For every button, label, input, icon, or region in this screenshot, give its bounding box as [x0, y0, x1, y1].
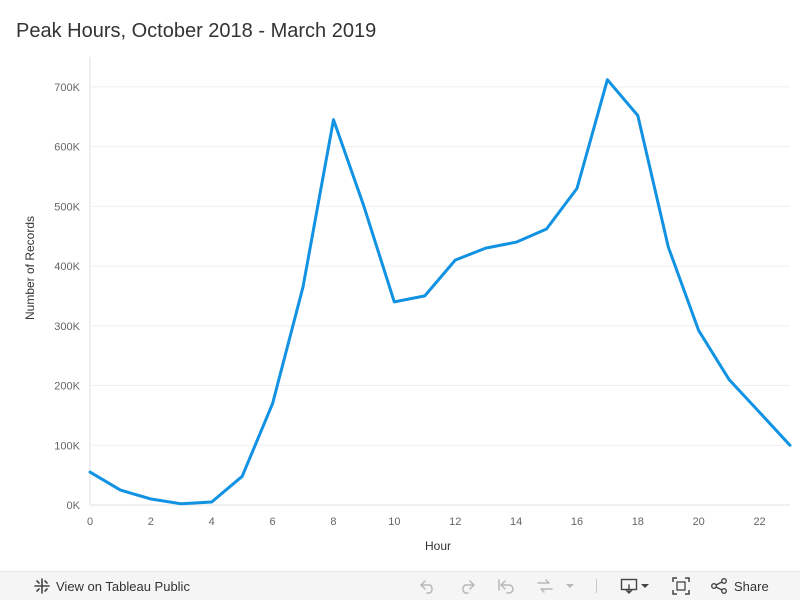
data-point[interactable]	[114, 484, 126, 496]
y-tick-label: 200K	[54, 381, 80, 393]
data-point[interactable]	[145, 493, 157, 505]
y-tick-label: 400K	[54, 261, 80, 273]
x-tick-labels: 0 2 4 6 8 10 12 14 16 18 20 22	[87, 516, 766, 528]
chevron-down-icon	[565, 581, 575, 591]
toolbar-separator	[596, 579, 597, 593]
y-tick-label: 100K	[54, 440, 80, 452]
x-tick-label: 8	[330, 516, 336, 528]
y-tick-label: 700K	[54, 82, 80, 94]
x-tick-label: 0	[87, 516, 93, 528]
y-tick-label: 600K	[54, 142, 80, 154]
view-on-tableau-label: View on Tableau Public	[56, 578, 190, 594]
x-axis-title: Hour	[425, 539, 451, 553]
series-group	[84, 74, 796, 510]
x-tick-label: 10	[388, 516, 400, 528]
x-tick-label: 6	[270, 516, 276, 528]
data-point[interactable]	[206, 496, 218, 508]
share-button[interactable]: Share	[710, 572, 769, 600]
x-tick-label: 4	[209, 516, 215, 528]
data-point[interactable]	[510, 236, 522, 248]
x-tick-label: 16	[571, 516, 583, 528]
x-tick-label: 18	[632, 516, 644, 528]
revert-button[interactable]	[497, 572, 515, 600]
share-icon	[710, 577, 728, 595]
axes	[89, 57, 790, 506]
refresh-button[interactable]	[535, 572, 555, 600]
data-point[interactable]	[723, 374, 735, 386]
data-point[interactable]	[84, 466, 96, 478]
line-chart: 0K 100K 200K 300K 400K 500K 600K 700K 0 2 4 6 8 10 12…	[23, 57, 796, 553]
data-point[interactable]	[632, 110, 644, 122]
data-point[interactable]	[541, 223, 553, 235]
data-point[interactable]	[236, 470, 248, 482]
x-tick-label: 12	[449, 516, 461, 528]
undo-button[interactable]	[419, 572, 437, 600]
data-point[interactable]	[571, 182, 583, 194]
tableau-toolbar: View on Tableau Public	[0, 571, 800, 600]
x-tick-label: 14	[510, 516, 522, 528]
redo-button[interactable]	[458, 572, 476, 600]
download-icon	[620, 577, 650, 595]
fullscreen-button[interactable]	[672, 572, 690, 600]
fullscreen-icon	[672, 577, 690, 595]
y-tick-label: 0K	[67, 500, 81, 512]
y-axis-title: Number of Records	[23, 216, 37, 320]
data-point[interactable]	[601, 74, 613, 86]
x-tick-label: 2	[148, 516, 154, 528]
data-point[interactable]	[327, 114, 339, 126]
share-label: Share	[734, 578, 769, 594]
tableau-logo-icon	[34, 578, 50, 594]
y-tick-label: 300K	[54, 321, 80, 333]
data-point[interactable]	[388, 296, 400, 308]
view-on-tableau-button[interactable]: View on Tableau Public	[34, 572, 190, 600]
data-point[interactable]	[267, 397, 279, 409]
revert-icon	[497, 577, 515, 595]
undo-icon	[419, 577, 437, 595]
gridlines	[90, 86, 790, 446]
redo-icon	[458, 577, 476, 595]
x-tick-label: 20	[693, 516, 705, 528]
data-point[interactable]	[693, 325, 705, 337]
x-tick-label: 22	[753, 516, 765, 528]
series-line	[88, 78, 792, 506]
more-dropdown-button[interactable]	[565, 572, 575, 600]
y-tick-label: 500K	[54, 201, 80, 213]
data-point[interactable]	[358, 200, 370, 212]
data-point[interactable]	[449, 254, 461, 266]
data-point[interactable]	[754, 406, 766, 418]
data-point[interactable]	[662, 241, 674, 253]
chart-title: Peak Hours, October 2018 - March 2019	[16, 20, 377, 42]
data-point[interactable]	[419, 290, 431, 302]
data-point[interactable]	[175, 498, 187, 510]
y-tick-labels: 0K 100K 200K 300K 400K 500K 600K 700K	[54, 82, 80, 512]
data-point[interactable]	[784, 439, 796, 451]
data-point[interactable]	[480, 242, 492, 254]
download-button[interactable]	[620, 572, 650, 600]
refresh-icon	[535, 577, 555, 595]
data-point[interactable]	[297, 281, 309, 293]
